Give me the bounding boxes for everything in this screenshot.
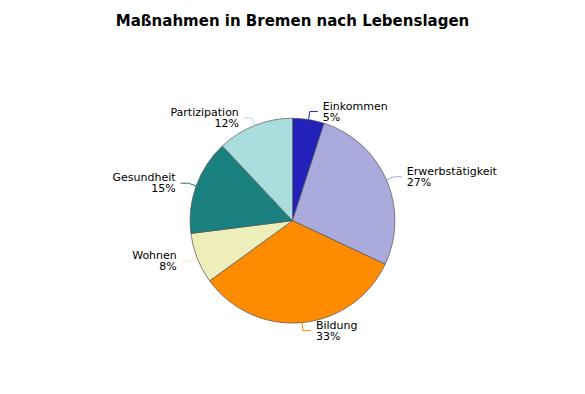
svg-text:5%: 5% [323,111,340,124]
svg-text:27%: 27% [407,176,431,189]
svg-text:Partizipation: Partizipation [170,106,239,119]
svg-text:15%: 15% [151,182,175,195]
svg-text:Wohnen: Wohnen [132,249,177,263]
svg-text:8%: 8% [159,260,176,273]
svg-text:Einkommen: Einkommen [322,99,388,113]
svg-text:12%: 12% [214,117,238,130]
svg-text:Bildung: Bildung [315,318,358,332]
svg-text:33%: 33% [316,330,340,343]
svg-text:Maßnahmen in Bremen nach Leben: Maßnahmen in Bremen nach Lebenslagen [116,12,469,30]
svg-text:Erwerbstätigkeit: Erwerbstätigkeit [406,164,497,178]
svg-text:Gesundheit: Gesundheit [112,171,176,185]
